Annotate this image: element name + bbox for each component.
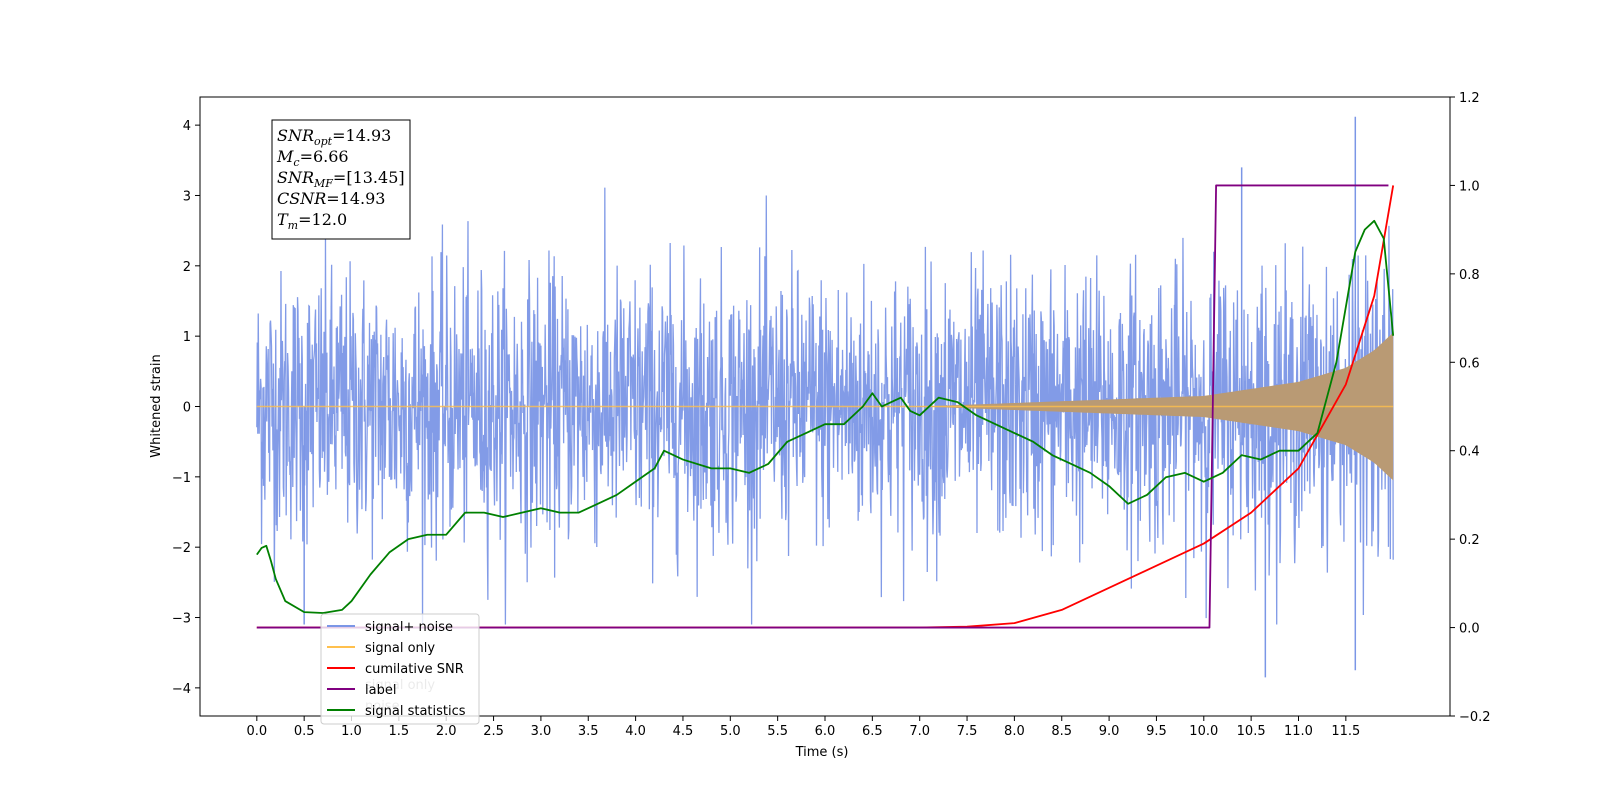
x-tick-label: 5.0 [720,724,741,739]
y-tick-label: 3 [183,189,191,204]
x-tick-label: 11.5 [1331,724,1360,739]
y2-tick-label: 1.0 [1459,179,1480,194]
y2-tick-label: 0.6 [1459,356,1480,371]
stats-annotation: SNRopt=14.93Mc=6.66SNRMF=[13.45]CSNR=14.… [271,119,411,240]
y2-tick-label: −0.2 [1459,710,1491,725]
stats-annotation-line: SNRMF=[13.45] [277,168,405,190]
y-tick-label: −4 [172,682,191,697]
x-tick-label: 0.0 [246,724,267,739]
x-tick-label: 10.0 [1189,724,1218,739]
y-tick-label: −2 [172,541,191,556]
axis-ticks: 0.0 0.5 1.0 1.5 2.0 2.5 3.0 3.5 4.0 4.5 5.0 5.5 6.0 6… [172,91,1491,739]
y-axis-label: Whitened strain [149,354,164,457]
x-tick-label: 6.5 [862,724,883,739]
x-axis-label: Time (s) [795,745,849,760]
y-tick-label: 2 [183,260,191,275]
plot-series-group [256,116,1395,678]
y-tick-label: 4 [183,119,191,134]
x-tick-label: 0.5 [294,724,315,739]
legend-label: label [365,683,396,698]
y2-tick-label: 0.0 [1459,622,1480,637]
legend-label: cumilative SNR [365,662,464,677]
x-tick-label: 11.0 [1284,724,1313,739]
y-tick-label: −1 [172,471,191,486]
x-tick-label: 2.5 [483,724,504,739]
series-signal-statistics-line [256,219,1395,614]
x-tick-label: 2.0 [436,724,457,739]
x-tick-label: 3.5 [578,724,599,739]
y2-tick-label: 0.8 [1459,268,1480,283]
stats-annotation-line: Tm=12.0 [277,210,347,232]
legend-box [320,613,480,725]
x-tick-label: 10.5 [1237,724,1266,739]
stats-annotation-line: CSNR=14.93 [277,189,385,208]
series-label-line [256,184,1389,629]
y2-tick-label: 1.2 [1459,91,1480,106]
x-tick-label: 3.0 [531,724,552,739]
legend-label: signal statistics [365,704,466,719]
x-tick-label: 7.5 [957,724,978,739]
y-tick-label: 0 [183,401,191,416]
legend-label: signal+ noise [365,620,453,635]
plot-area [256,116,1395,678]
x-tick-label: 1.0 [341,724,362,739]
x-tick-label: 1.5 [389,724,410,739]
x-tick-label: 8.0 [1004,724,1025,739]
stats-annotation-line: SNRopt=14.93 [277,126,391,148]
x-tick-label: 6.0 [815,724,836,739]
stats-annotation-line: Mc=6.66 [276,147,349,169]
legend-label: signal only [365,641,435,656]
x-tick-label: 9.5 [1146,724,1167,739]
y2-tick-label: 0.4 [1459,445,1480,460]
x-tick-label: 5.5 [767,724,788,739]
y-tick-label: 1 [183,330,191,345]
y2-tick-label: 0.2 [1459,533,1480,548]
x-tick-label: 8.5 [1051,724,1072,739]
x-tick-label: 4.0 [625,724,646,739]
y-tick-label: −3 [172,612,191,627]
x-tick-label: 9.0 [1099,724,1120,739]
x-tick-label: 4.5 [673,724,694,739]
stats-annotation-box [271,119,411,240]
series-signal-noise-line [256,187,1394,625]
x-tick-label: 7.0 [909,724,930,739]
